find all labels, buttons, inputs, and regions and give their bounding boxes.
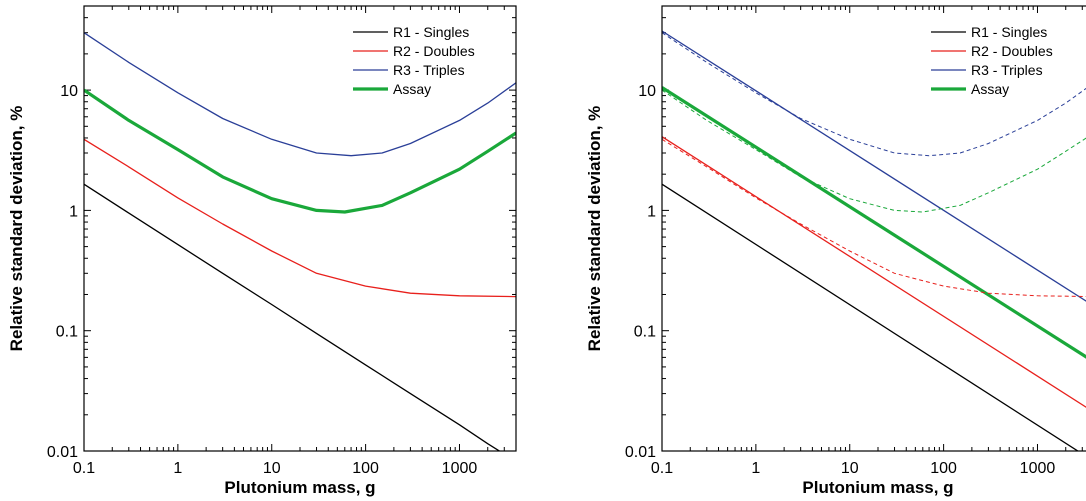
x-tick-label: 1000 bbox=[442, 460, 478, 477]
x-tick-label: 100 bbox=[352, 460, 379, 477]
legend-label: R2 - Doubles bbox=[971, 43, 1053, 59]
series-line-r1 bbox=[662, 183, 1079, 451]
series-line-assay bbox=[662, 86, 1086, 359]
series-line-dashed-4 bbox=[662, 32, 1086, 157]
legend-label: R1 - Singles bbox=[393, 24, 469, 40]
y-tick-label: 10 bbox=[60, 83, 78, 100]
series-lines bbox=[84, 32, 516, 451]
legend-label: R1 - Singles bbox=[971, 24, 1047, 40]
series-line-r1 bbox=[84, 183, 501, 451]
legend: R1 - Singles R2 - Doubles R3 - Triples Assa… bbox=[353, 24, 475, 97]
x-tick-label: 1000 bbox=[1020, 460, 1056, 477]
plot-frame bbox=[661, 5, 1086, 452]
series-line-dashed-6 bbox=[662, 138, 1086, 297]
x-tick-label: 10 bbox=[841, 460, 859, 477]
legend: R1 - Singles R2 - Doubles R3 - Triples Assa… bbox=[931, 24, 1053, 97]
y-tick-label: 1 bbox=[69, 203, 78, 220]
x-axis-title: Plutonium mass, g bbox=[802, 478, 953, 497]
x-tick-label: 1 bbox=[751, 460, 760, 477]
y-tick-label: 0.01 bbox=[47, 444, 78, 461]
legend-label: Assay bbox=[393, 81, 431, 97]
axis-ticks bbox=[83, 5, 517, 452]
series-line-r2 bbox=[662, 136, 1086, 408]
legend-label: R3 - Triples bbox=[393, 62, 465, 78]
legend-label: R2 - Doubles bbox=[393, 43, 475, 59]
y-tick-label: 0.1 bbox=[56, 324, 78, 341]
x-tick-label: 10 bbox=[263, 460, 281, 477]
legend-label: R3 - Triples bbox=[971, 62, 1043, 78]
y-tick-label: 10 bbox=[638, 83, 656, 100]
series-line-assay bbox=[84, 88, 516, 214]
series-line-r3 bbox=[662, 30, 1086, 302]
plot-frame bbox=[83, 5, 517, 452]
y-axis-title: Relative standard deviation, % bbox=[585, 106, 604, 352]
y-axis-title: Relative standard deviation, % bbox=[7, 106, 26, 352]
x-axis-title: Plutonium mass, g bbox=[224, 478, 375, 497]
y-tick-label: 0.01 bbox=[625, 444, 656, 461]
series-line-r2 bbox=[84, 138, 516, 298]
series-line-r3 bbox=[84, 32, 516, 157]
x-tick-label: 0.1 bbox=[73, 460, 95, 477]
legend-label: Assay bbox=[971, 81, 1009, 97]
x-tick-label: 100 bbox=[930, 460, 957, 477]
y-tick-label: 1 bbox=[647, 203, 656, 220]
x-tick-label: 1 bbox=[173, 460, 182, 477]
series-lines bbox=[662, 30, 1086, 451]
series-line-dashed-5 bbox=[662, 89, 1086, 213]
x-tick-label: 0.1 bbox=[651, 460, 673, 477]
axis-ticks bbox=[661, 5, 1083, 452]
y-tick-label: 0.1 bbox=[634, 324, 656, 341]
